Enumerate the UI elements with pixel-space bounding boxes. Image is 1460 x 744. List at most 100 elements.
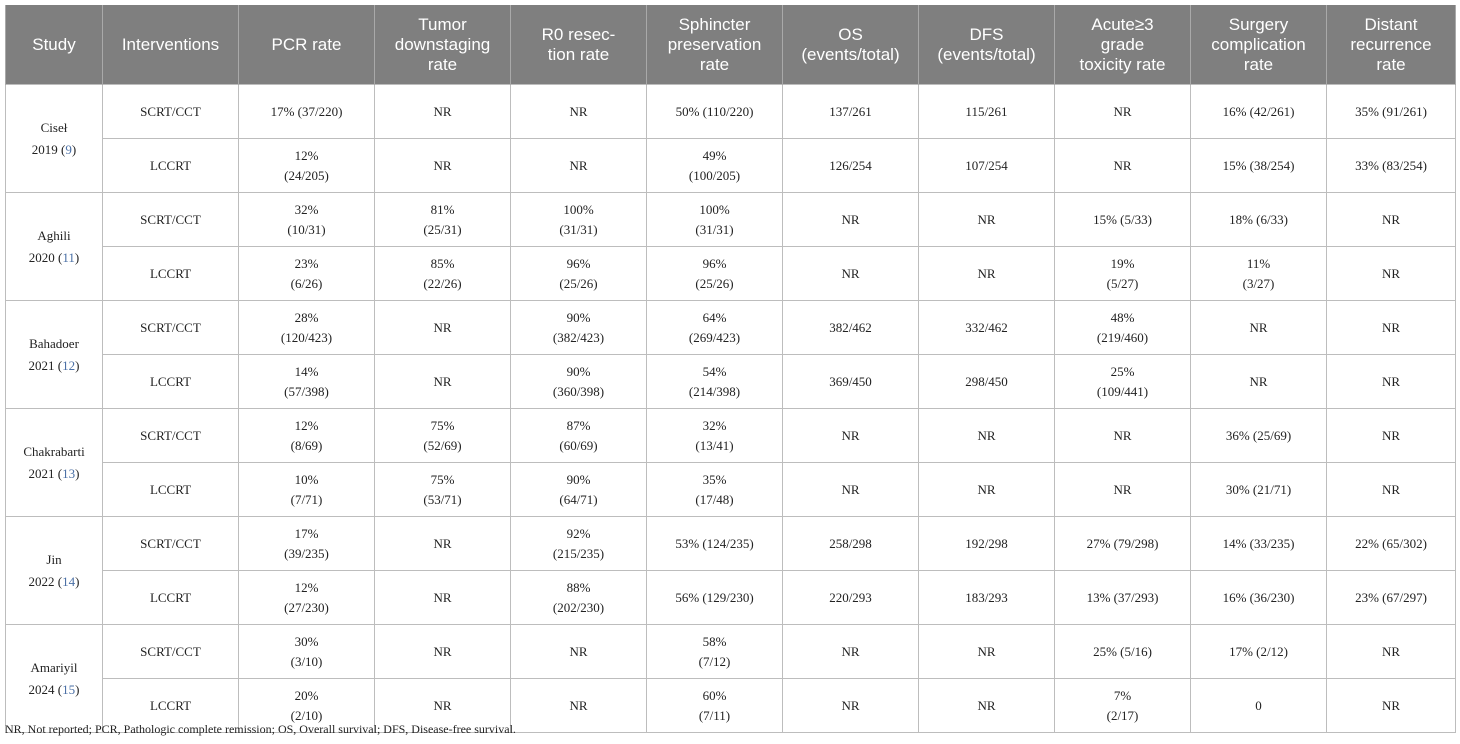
reference-link[interactable]: 13 — [62, 465, 76, 481]
table-cell: NR — [1326, 354, 1456, 409]
table-cell: 137/261 — [782, 84, 919, 139]
cell-text: (120/423) — [280, 329, 333, 345]
header-text: recurrence — [1350, 34, 1432, 54]
cell-text: (7/12) — [698, 653, 731, 669]
cell-text: 23% — [294, 255, 319, 271]
cell-text: NR — [977, 697, 996, 713]
study-name: Ciseł — [40, 119, 68, 135]
table-cell: 90% (360/398) — [510, 354, 647, 409]
header-interventions: Interventions — [102, 5, 239, 85]
cell-text: 53% (124/235) — [675, 535, 754, 551]
table-cell: NR — [510, 84, 647, 139]
cell-text: 183/293 — [965, 589, 1008, 605]
table-cell: NR — [918, 624, 1055, 679]
table-cell: 30% (21/71) — [1190, 462, 1327, 517]
intervention-cell: SCRT/CCT — [102, 84, 239, 139]
header-sphincter-preservation-rate: Sphincter preservation rate — [646, 5, 783, 85]
table-row: Ciseł 2019 (9) SCRT/CCT 17% (37/220) NR NR 50%… — [5, 84, 1456, 193]
cell-text: 7% — [1113, 687, 1132, 703]
table-cell: 107/254 — [918, 138, 1055, 193]
cell-text: NR — [841, 265, 860, 281]
cell-text: NR — [1381, 697, 1401, 713]
cell-text: 23% (67/297) — [1355, 589, 1427, 605]
header-text: (events/total) — [937, 44, 1036, 64]
study-name: Jin — [46, 551, 62, 567]
cell-text: (17/48) — [695, 491, 734, 507]
table-cell: 53% (124/235) — [646, 516, 783, 571]
table-row: Bahadoer 2021 (12) SCRT/CCT 28% (120/423) NR 9… — [5, 300, 1456, 409]
study-citation: 2021 (13) — [28, 465, 80, 481]
cell-text: NR — [433, 103, 452, 119]
cell-text: 15% (5/33) — [1093, 211, 1152, 227]
intervention-cell: SCRT/CCT — [102, 300, 239, 355]
cell-text: 48% — [1110, 309, 1135, 325]
table-cell: NR — [374, 624, 511, 679]
table-cell: 332/462 — [918, 300, 1055, 355]
reference-link[interactable]: 12 — [62, 357, 76, 373]
cell-text: 25% (5/16) — [1093, 643, 1152, 659]
cell-text: 36% (25/69) — [1225, 427, 1292, 443]
cell-text: (7/71) — [290, 491, 323, 507]
table-cell: 75% (52/69) — [374, 408, 511, 463]
cell-text: (31/31) — [695, 221, 734, 237]
cell-text: 0 — [1255, 697, 1262, 713]
header-tumor-downstaging-rate: Tumor downstaging rate — [374, 5, 511, 85]
cell-text: (27/230) — [284, 599, 329, 615]
cell-text: 35% — [702, 471, 727, 487]
table-cell: 25% (5/16) — [1054, 624, 1191, 679]
table-row: LCCRT 14% (57/398) NR 90% (360/398) 54% (214/39… — [6, 354, 1456, 409]
intervention-cell: LCCRT — [102, 462, 239, 517]
cell-text: 54% — [702, 363, 727, 379]
cell-text: NR — [433, 589, 452, 605]
table-cell: NR — [1326, 462, 1456, 517]
reference-link[interactable]: 9 — [65, 141, 72, 157]
cell-text: (3/27) — [1242, 275, 1275, 291]
cell-text: NR — [841, 643, 860, 659]
cell-text: 96% — [702, 255, 727, 271]
header-text: Distant — [1364, 14, 1418, 34]
reference-link[interactable]: 14 — [62, 573, 76, 589]
header-surgery-complication-rate: Surgery complication rate — [1190, 5, 1327, 85]
cell-text: 35% (91/261) — [1355, 103, 1427, 119]
intervention-cell: SCRT/CCT — [102, 516, 239, 571]
cell-text: 49% — [702, 147, 727, 163]
table-cell: 96% (25/26) — [510, 246, 647, 301]
table-cell: NR — [374, 84, 511, 139]
cell-text: 60% — [702, 687, 727, 703]
table-container: Study Interventions PCR rate Tumor downstagi… — [5, 5, 1456, 733]
cell-text: (64/71) — [559, 491, 598, 507]
cell-text: 100% — [699, 201, 730, 217]
table-cell: NR — [1326, 300, 1456, 355]
header-text: rate — [1376, 54, 1406, 74]
cell-text: 64% — [702, 309, 727, 325]
cell-text: SCRT/CCT — [140, 535, 201, 551]
cell-text: 15% (38/254) — [1222, 157, 1295, 173]
table-cell: 14% (33/235) — [1190, 516, 1327, 571]
cell-text: 90% — [566, 363, 591, 379]
cell-text: 96% — [566, 255, 591, 271]
cell-text: 17% (2/12) — [1229, 643, 1288, 659]
table-cell: NR — [782, 624, 919, 679]
cell-text: SCRT/CCT — [140, 211, 201, 227]
cell-text: (10/31) — [287, 221, 326, 237]
cell-text: (8/69) — [290, 437, 323, 453]
table-row: Jin 2022 (14) SCRT/CCT 17% (39/235) NR 92% (215… — [5, 516, 1456, 625]
study-year: 2022 — [28, 573, 55, 589]
header-text: complication — [1211, 34, 1306, 54]
table-row: LCCRT 20% (2/10) NR NR 60% (7/11) NR NR 7% (2/17) 0… — [6, 678, 1456, 733]
table-cell: 48% (219/460) — [1054, 300, 1191, 355]
cell-text: 88% — [566, 579, 591, 595]
cell-text: (24/205) — [284, 167, 329, 183]
table-cell: NR — [510, 138, 647, 193]
cell-text: NR — [569, 697, 588, 713]
cell-text: (109/441) — [1096, 383, 1149, 399]
cell-text: 107/254 — [965, 157, 1008, 173]
table-body: Ciseł 2019 (9) SCRT/CCT 17% (37/220) NR NR 50%… — [5, 84, 1456, 733]
reference-link[interactable]: 11 — [62, 249, 75, 265]
table-cell: NR — [374, 678, 511, 733]
table-cell: 90% (382/423) — [510, 300, 647, 355]
cell-text: NR — [1381, 643, 1401, 659]
cell-text: NR — [1113, 481, 1132, 497]
intervention-cell: SCRT/CCT — [102, 192, 239, 247]
reference-link[interactable]: 15 — [62, 681, 76, 697]
